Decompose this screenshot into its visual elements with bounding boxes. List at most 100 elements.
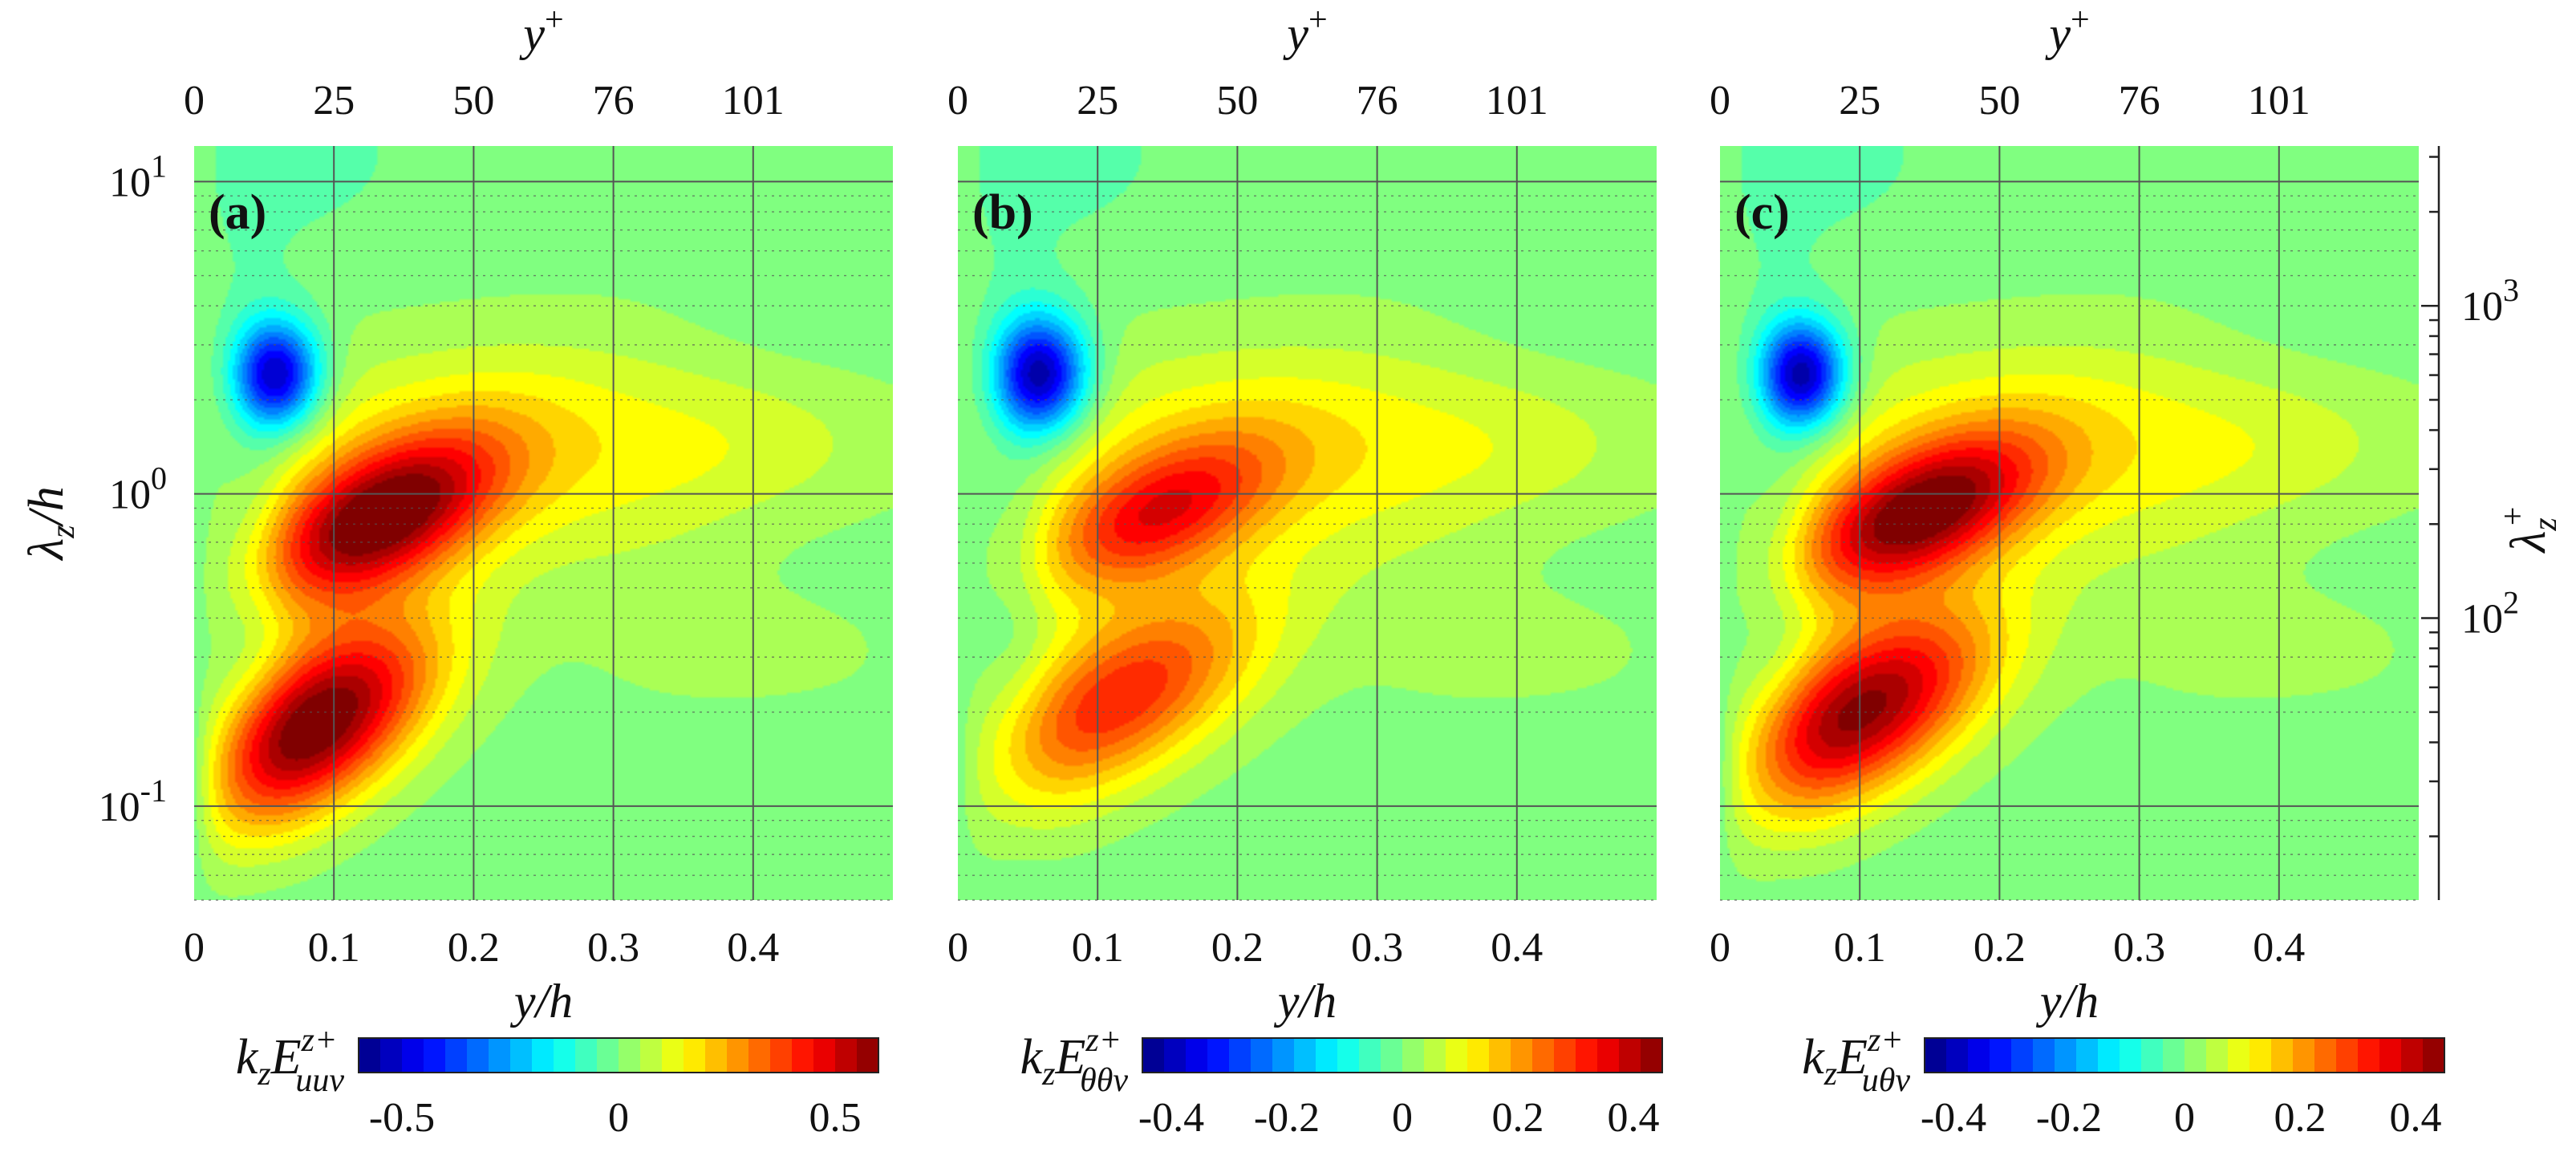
colorbar-segment xyxy=(2336,1038,2359,1073)
colorbar-segment xyxy=(2293,1038,2315,1073)
colorbar-segment xyxy=(748,1038,771,1073)
top-x-tick-label: 25 xyxy=(1077,78,1118,124)
colorbar-segment xyxy=(640,1038,663,1073)
colorbar-segment xyxy=(1968,1038,1990,1073)
panel-label: (c) xyxy=(1734,185,1790,240)
colorbar-segment xyxy=(1359,1038,1381,1073)
colorbar-tick-label: 0.2 xyxy=(1492,1095,1544,1141)
label-k: k xyxy=(1020,1030,1044,1085)
x-tick-label: 0.1 xyxy=(1834,925,1886,971)
colorbar-segment xyxy=(2401,1038,2424,1073)
x-tick-label: 0.3 xyxy=(587,925,639,971)
top-x-tick-label: 50 xyxy=(1978,78,2020,124)
colorbar-segment xyxy=(1467,1038,1490,1073)
colorbar-segment xyxy=(1186,1038,1208,1073)
panel-0: (a) 0 0.1 0.2 0.3 0.4 0 25 50 76 101 y/h y+ -0.5 0 0.5 k… xyxy=(184,2,893,1141)
colorbar-tick-label: 0.4 xyxy=(1608,1095,1660,1141)
colorbar-segment xyxy=(1597,1038,1620,1073)
ylabel-rest: /h xyxy=(19,486,74,527)
top-x-tick-label: 101 xyxy=(2248,78,2310,124)
heatmap-image xyxy=(958,146,1657,900)
colorbar-segment xyxy=(1207,1038,1230,1073)
top-x-tick-label: 101 xyxy=(1486,78,1548,124)
colorbar-tick-label: 0.2 xyxy=(2274,1095,2327,1141)
colorbar-segment xyxy=(2228,1038,2250,1073)
ylabel-sub: z xyxy=(45,525,82,539)
y-tick-label: 10-1 xyxy=(99,773,167,830)
top-x-tick-label: 101 xyxy=(722,78,785,124)
x-tick-label: 0.2 xyxy=(1974,925,2026,971)
label-z: z xyxy=(1041,1056,1055,1093)
label-sup: z+ xyxy=(1867,1022,1904,1059)
right-label-sup: + xyxy=(2495,507,2532,526)
x-tick-label: 0.3 xyxy=(1351,925,1403,971)
x-tick-label: 0.4 xyxy=(727,925,779,971)
colorbar-segment xyxy=(2055,1038,2077,1073)
top-x-tick-label: 76 xyxy=(593,78,635,124)
colorbar-segment xyxy=(2314,1038,2337,1073)
colorbar-frame xyxy=(1924,1037,2445,1073)
x-axis-label: y/h xyxy=(2035,975,2099,1028)
top-x-tick-label: 0 xyxy=(1710,78,1730,124)
colorbar-segment xyxy=(1489,1038,1511,1073)
colorbar-tick-label: -0.5 xyxy=(369,1095,435,1141)
label-z: z xyxy=(257,1056,270,1093)
colorbar-tick-label: -0.2 xyxy=(1254,1095,1320,1141)
colorbar-segment xyxy=(1576,1038,1598,1073)
colorbar-label: kzEz+ uuv xyxy=(236,1022,344,1099)
colorbar-segment xyxy=(2163,1038,2185,1073)
colorbar-segment xyxy=(1251,1038,1273,1073)
colorbar-tick-label: 0.4 xyxy=(2390,1095,2442,1141)
colorbar-segment xyxy=(1272,1038,1295,1073)
label-sup: z+ xyxy=(301,1022,338,1059)
x-tick-label: 0 xyxy=(184,925,205,971)
colorbar-segment xyxy=(1142,1038,1165,1073)
label-k: k xyxy=(236,1030,259,1085)
colorbar-tick-label: -0.4 xyxy=(1138,1095,1204,1141)
y-tick-exponent: -1 xyxy=(140,773,167,809)
label-k: k xyxy=(1802,1030,1825,1085)
colorbar-segment xyxy=(1990,1038,2012,1073)
right-y-tick-label: 103 xyxy=(2461,272,2519,330)
top-x-tick-label: 76 xyxy=(2119,78,2160,124)
colorbar-segment xyxy=(532,1038,554,1073)
colorbar-segment xyxy=(1554,1038,1576,1073)
top-x-tick-label: 0 xyxy=(947,78,968,124)
colorbar-segment xyxy=(489,1038,511,1073)
colorbar-segment xyxy=(1381,1038,1403,1073)
y-axis-label: λz/h xyxy=(19,486,82,561)
top-x-tick-label: 0 xyxy=(184,78,205,124)
colorbar-segment xyxy=(2141,1038,2164,1073)
colorbar-segment xyxy=(445,1038,468,1073)
y-tick-label: 101 xyxy=(109,148,167,205)
top-x-tick-label: 76 xyxy=(1357,78,1398,124)
label-sup: z+ xyxy=(1085,1022,1122,1059)
panel-1: (b) 0 0.1 0.2 0.3 0.4 0 25 50 76 101 y/h y+ -0.4 -0.2 0… xyxy=(947,2,1663,1141)
colorbar-segment xyxy=(1229,1038,1251,1073)
ylabel-lambda: λ xyxy=(19,538,74,562)
top-x-axis-label: y+ xyxy=(2044,2,2089,60)
right-label-sub: z xyxy=(2527,517,2564,531)
colorbar-segment xyxy=(770,1038,793,1073)
colorbar-frame xyxy=(358,1037,879,1073)
colorbar-segment xyxy=(380,1038,403,1073)
colorbar-segment xyxy=(1946,1038,1969,1073)
y-tick-exponent: 0 xyxy=(151,460,167,497)
colorbar-segment xyxy=(2206,1038,2229,1073)
x-tick-label: 0 xyxy=(1710,925,1730,971)
y-tick-label: 100 xyxy=(109,460,167,518)
colorbar-segment xyxy=(2011,1038,2034,1073)
right-label-lambda: λ xyxy=(2501,531,2556,554)
top-x-tick-label: 50 xyxy=(1216,78,1258,124)
x-tick-label: 0.4 xyxy=(2253,925,2305,971)
x-tick-label: 0.1 xyxy=(1072,925,1124,971)
y-tick-exponent: 1 xyxy=(151,148,167,184)
colorbar-segment xyxy=(2033,1038,2055,1073)
label-E: E xyxy=(270,1030,302,1085)
label-z: z xyxy=(1823,1056,1837,1093)
colorbar-segment xyxy=(684,1038,706,1073)
label-sub: uθv xyxy=(1862,1062,1911,1099)
colorbar-segment xyxy=(359,1038,381,1073)
top-x-tick-label: 25 xyxy=(1839,78,1880,124)
x-tick-label: 0.1 xyxy=(308,925,360,971)
